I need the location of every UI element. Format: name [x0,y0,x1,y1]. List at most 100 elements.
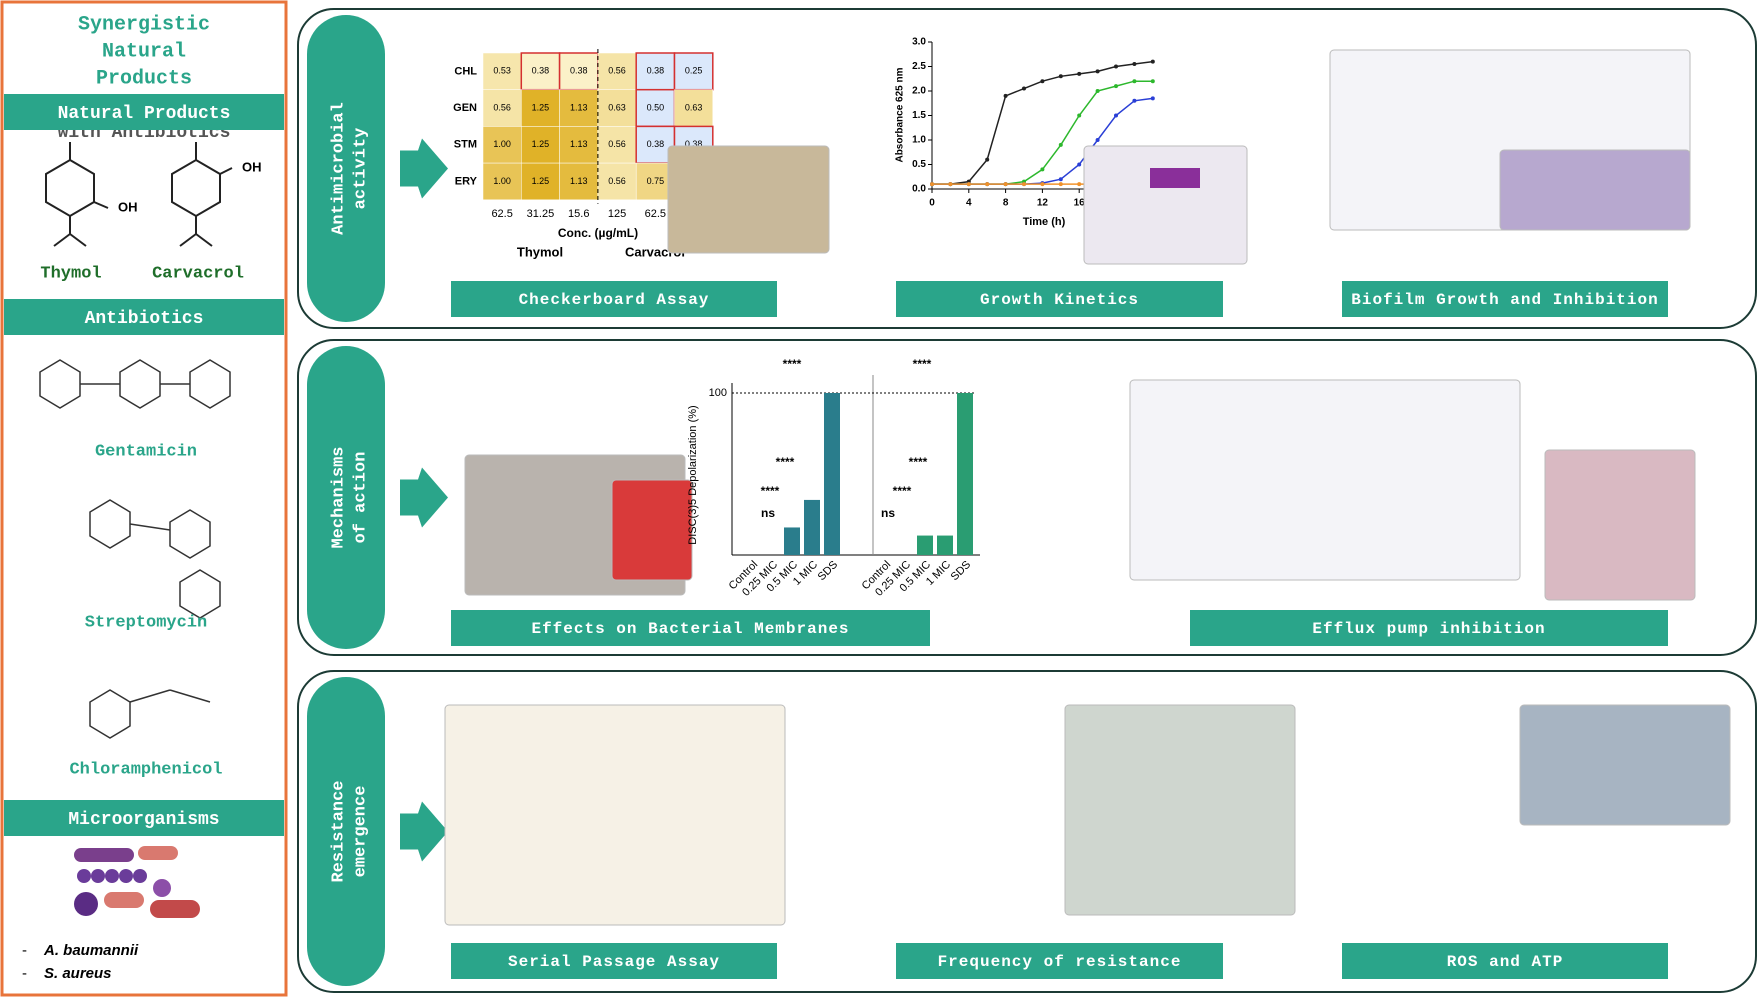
significance: **** [893,484,912,498]
caption: Frequency of resistance [938,953,1182,971]
row-label: GEN [453,102,477,114]
cell [559,162,599,201]
row-label-bg [307,677,385,986]
x-axis-label: Time (h) [1023,216,1066,228]
row-label: Antimicrobial [329,102,348,235]
cell-label: 0.38 [647,139,665,149]
compound-name: Thymol [40,264,101,283]
cell-label: 0.56 [493,102,511,112]
oh-label: OH [118,199,138,214]
x-axis-label: Conc. (µg/mL) [558,226,638,240]
sidebar [0,0,288,997]
x-tick-label: 62.5 [645,208,666,220]
y-tick-label: 0.5 [912,159,926,170]
photo [1544,449,1696,601]
cell [673,52,714,91]
cell-label: 0.38 [685,139,703,149]
y-tick-label: 0.0 [912,184,926,195]
cell [482,162,522,201]
cell [597,89,637,127]
caption-bg [896,281,1223,317]
x-tick-label: 4 [966,198,972,209]
cell [520,52,561,91]
y-tick-label: 3.0 [912,37,926,48]
caption-bg [1342,943,1668,979]
row-label: CHL [454,65,477,77]
section-bar [4,94,284,130]
section-header: Microorganisms [68,810,219,830]
cell-label: 0.25 [685,66,703,76]
organism: S. aureus [44,965,112,982]
section-header: Natural Products [58,104,231,124]
antibiotic-name: Gentamicin [95,442,197,461]
section-header: Antibiotics [85,309,204,329]
photo [444,704,786,926]
cell-label: 0.75 [647,176,665,186]
bar [824,393,840,555]
y-tick-label: 2.5 [912,61,926,72]
cell-label: 0.63 [608,102,626,112]
caption: Serial Passage Assay [508,953,720,971]
cell-label: 0.50 [647,102,665,112]
bar [957,393,973,555]
significance: **** [776,455,795,469]
cell [521,126,560,164]
antibiotic-name: Streptomycin [85,613,207,632]
row-label: Resistance [329,780,348,882]
cell-label: 0.38 [532,66,550,76]
photo [1064,704,1296,916]
bar [804,499,820,555]
caption: Checkerboard Assay [519,291,710,309]
caption: Efflux pump inhibition [1312,620,1545,638]
sidebar-title: Products [96,67,192,90]
cell [558,52,599,91]
significance: **** [805,379,807,381]
cell-label: 0.63 [685,102,703,112]
arrow [400,467,448,528]
molecule [39,359,231,739]
y-tick-label: 2.0 [912,86,926,97]
bar [937,535,953,555]
photo [1129,379,1521,581]
caption: Growth Kinetics [980,291,1139,309]
significance: **** [909,455,928,469]
caption-bg [1342,281,1668,317]
cell-label: 1.25 [532,102,550,112]
molecule [45,142,233,247]
photo [667,145,830,254]
arrow [400,801,448,862]
x-tick-label: 125 [608,208,626,220]
x-tick-label: 12 [1037,198,1049,209]
caption-bg [451,610,930,646]
organism: A. baumannii [43,942,139,959]
cell-label: 0.53 [493,66,511,76]
photo [611,479,693,581]
photo [1519,704,1731,826]
row-label: ERY [455,175,478,187]
oh-label: OH [242,159,262,174]
significance: ns [881,506,895,520]
caption: Effects on Bacterial Membranes [531,620,849,638]
significance: **** [783,357,802,371]
cell-label: 0.56 [608,176,626,186]
significance: **** [913,357,932,371]
row-label: STM [454,139,477,151]
bar [784,527,800,555]
cell [635,52,676,91]
cell-label: 0.38 [647,66,665,76]
compound-name: Carvacrol [152,264,244,283]
cell [521,89,560,127]
section-bar [4,800,284,836]
caption-bg [451,943,777,979]
sidebar-title: Natural [102,40,186,63]
significance: **** [935,379,937,381]
bar [917,535,933,555]
x-tick-label: 31.25 [527,208,555,220]
arrow [400,138,448,199]
group-label: Thymol [517,244,563,259]
cell [559,126,599,164]
caption: ROS and ATP [1447,953,1564,971]
photo [1499,149,1691,231]
row-label: activity [351,128,370,210]
device-screen [1150,168,1200,188]
